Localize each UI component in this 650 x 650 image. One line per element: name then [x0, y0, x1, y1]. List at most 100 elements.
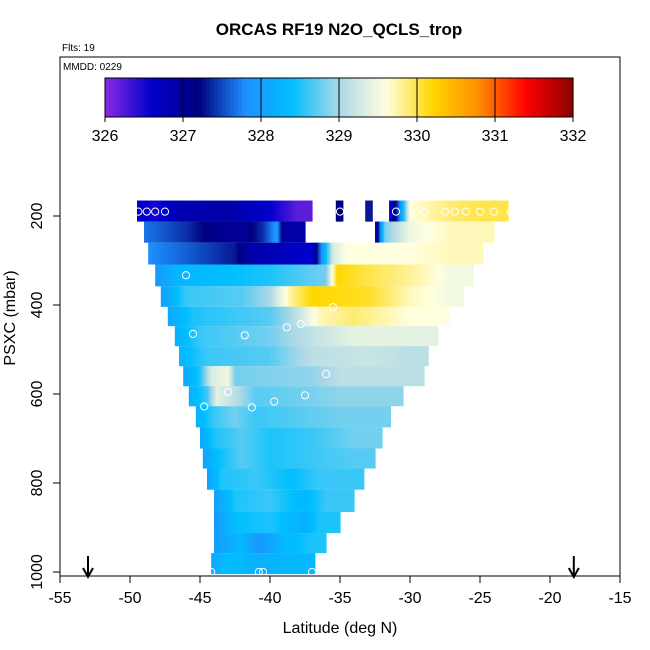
curtain-cell: [300, 511, 304, 534]
curtain-cell: [322, 264, 327, 287]
colorbar-strip: [522, 78, 527, 117]
curtain-cell: [282, 533, 285, 554]
curtain-cell: [202, 286, 207, 307]
curtain-cell: [385, 386, 391, 407]
curtain-cell: [200, 326, 206, 347]
curtain-cell: [318, 264, 323, 287]
curtain-cell: [264, 221, 266, 243]
curtain-cell: [344, 326, 348, 347]
curtain-cell: [389, 386, 395, 407]
curtain-cell: [390, 221, 393, 243]
curtain-cell: [351, 427, 355, 449]
curtain-cell: [284, 221, 287, 243]
curtain-cell: [240, 489, 244, 512]
x-tick-label: -45: [188, 590, 211, 607]
curtain-cell: [307, 511, 309, 534]
curtain-cell: [300, 448, 304, 469]
curtain-cell: [298, 326, 303, 347]
curtain-cell: [282, 264, 287, 287]
curtain-cell: [326, 489, 329, 512]
curtain-cell: [227, 511, 230, 534]
curtain-cell: [202, 427, 204, 449]
curtain-cell: [374, 326, 379, 347]
curtain-cell: [282, 511, 286, 534]
curtain-cell: [203, 427, 205, 449]
curtain-cell: [263, 468, 267, 490]
colorbar-strip: [140, 78, 145, 117]
curtain-cell: [252, 346, 258, 367]
curtain-cell: [327, 242, 330, 265]
curtain-cell: [246, 553, 249, 575]
curtain-cell: [150, 242, 155, 265]
curtain-cell: [211, 553, 213, 575]
colorbar-strip: [257, 78, 262, 117]
curtain-cell: [189, 346, 192, 367]
curtain-cell: [290, 511, 294, 534]
curtain-cell: [220, 489, 223, 512]
colorbar-strip: [463, 78, 469, 117]
curtain-cell: [270, 306, 273, 327]
colorbar-strip: [163, 78, 168, 117]
curtain-cell: [237, 489, 241, 512]
curtain-cell: [284, 366, 291, 387]
sample-point: [188, 329, 198, 338]
curtain-cell: [410, 221, 414, 243]
curtain-cell: [185, 346, 188, 367]
curtain-cell: [374, 286, 378, 307]
curtain-cell: [208, 386, 210, 407]
curtain-cell: [302, 200, 304, 222]
curtain-cell: [288, 200, 291, 222]
curtain-cell: [183, 242, 187, 265]
curtain-cell: [380, 286, 384, 307]
curtain-cell: [350, 264, 354, 287]
colorbar-strip: [498, 78, 504, 117]
curtain-cell: [381, 221, 383, 243]
curtain-cell: [290, 200, 293, 222]
curtain-cell: [348, 286, 353, 307]
curtain-cell: [459, 286, 461, 307]
colorbar-strip: [553, 78, 558, 117]
curtain-cell: [321, 448, 325, 469]
colorbar-strip: [331, 78, 336, 117]
curtain-cell: [268, 221, 270, 243]
curtain-cell: [249, 242, 255, 265]
curtain-cell: [200, 366, 203, 387]
colorbar-strip: [225, 78, 231, 117]
curtain-cell: [224, 489, 227, 512]
curtain-cell: [165, 221, 169, 243]
curtain-cell: [207, 468, 209, 490]
curtain-cell: [326, 264, 329, 287]
colorbar-strip: [491, 78, 496, 117]
curtain-cell: [262, 242, 268, 265]
curtain-cell: [221, 489, 224, 512]
curtain-cell: [291, 386, 296, 407]
curtain-cell: [434, 326, 437, 347]
colorbar-strip: [432, 78, 438, 117]
curtain-cell: [175, 264, 178, 287]
curtain-cell: [428, 286, 432, 307]
curtain-cell: [401, 221, 404, 243]
curtain-cell: [325, 386, 329, 407]
curtain-cell: [183, 346, 186, 367]
curtain-cell: [266, 553, 270, 575]
curtain-cell: [258, 468, 262, 490]
sample-point: [450, 207, 459, 216]
curtain-cell: [207, 242, 212, 265]
colorbar-strip: [288, 78, 293, 117]
curtain-cell: [331, 511, 334, 534]
curtain-cell: [325, 468, 330, 490]
curtain-cell: [393, 200, 396, 222]
curtain-cell: [260, 448, 263, 469]
curtain-cell: [262, 366, 269, 387]
curtain-cell: [400, 200, 402, 222]
curtain-cell: [328, 511, 331, 534]
curtain-cell: [335, 242, 337, 265]
curtain-cell: [144, 200, 147, 222]
curtain-cell: [205, 326, 211, 347]
curtain-cell: [246, 468, 250, 490]
curtain-cell: [406, 366, 413, 387]
curtain-cell: [264, 448, 267, 469]
curtain-cell: [369, 242, 375, 265]
curtain-cell: [422, 200, 426, 222]
curtain-cell: [238, 386, 241, 407]
